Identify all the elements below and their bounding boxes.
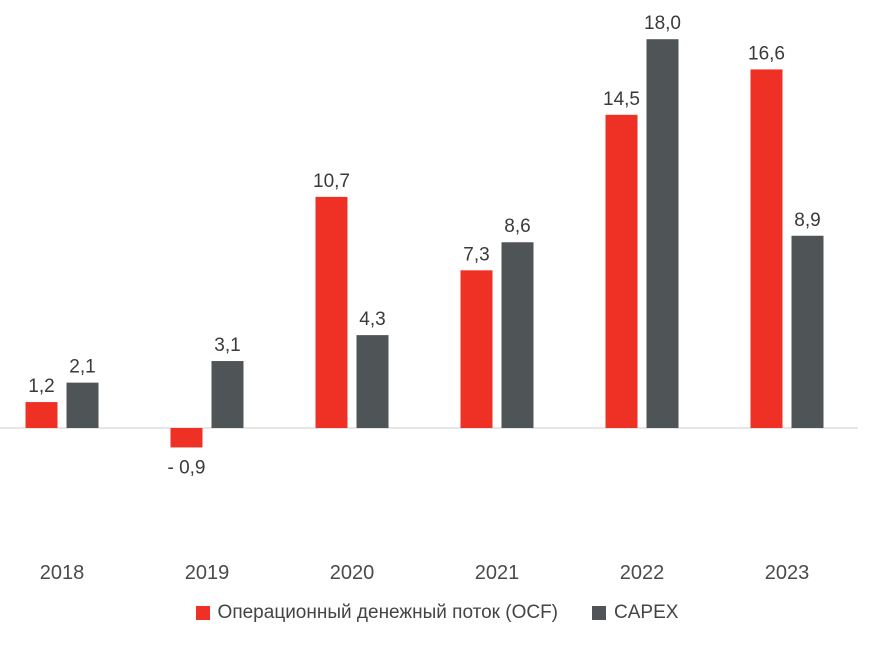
data-label-ocf-2018: 1,2 bbox=[28, 376, 54, 397]
data-label-capex-2019: 3,1 bbox=[214, 335, 240, 356]
legend-label-ocf: Операционный денежный поток (OCF) bbox=[217, 602, 559, 623]
data-label-ocf-2020: 10,7 bbox=[313, 171, 350, 192]
bar-capex-2018 bbox=[66, 382, 99, 428]
bar-ocf-2020 bbox=[315, 196, 348, 428]
bar-ocf-2021 bbox=[460, 270, 493, 428]
bar-capex-2020 bbox=[356, 335, 389, 428]
data-label-capex-2022: 18,0 bbox=[644, 13, 681, 34]
legend-swatch-ocf bbox=[195, 606, 210, 620]
legend-swatch-capex bbox=[592, 606, 607, 620]
x-tick-2023: 2023 bbox=[765, 562, 810, 584]
x-tick-2020: 2020 bbox=[330, 562, 375, 584]
data-label-capex-2021: 8,6 bbox=[504, 216, 530, 237]
bar-capex-2021 bbox=[501, 242, 534, 428]
data-label-capex-2018: 2,1 bbox=[69, 357, 95, 378]
data-label-capex-2020: 4,3 bbox=[359, 309, 385, 330]
bar-ocf-2023 bbox=[750, 69, 783, 428]
x-tick-2021: 2021 bbox=[475, 562, 520, 584]
data-label-ocf-2023: 16,6 bbox=[748, 43, 785, 64]
x-tick-2019: 2019 bbox=[185, 562, 230, 584]
bar-capex-2019 bbox=[211, 361, 244, 428]
x-tick-2018: 2018 bbox=[40, 562, 85, 584]
bar-capex-2022 bbox=[646, 39, 679, 428]
data-label-ocf-2021: 7,3 bbox=[463, 244, 489, 265]
bar-capex-2023 bbox=[791, 235, 824, 428]
data-label-ocf-2022: 14,5 bbox=[603, 89, 640, 110]
legend-label-capex: CAPEX bbox=[614, 602, 679, 623]
bar-ocf-2022 bbox=[605, 114, 638, 429]
bar-ocf-2019 bbox=[170, 428, 203, 448]
x-tick-2022: 2022 bbox=[620, 562, 665, 584]
legend-item-ocf: Операционный денежный поток (OCF) bbox=[195, 602, 559, 624]
legend-item-capex: CAPEX bbox=[592, 602, 678, 624]
bar-ocf-2018 bbox=[25, 402, 58, 428]
data-label-capex-2023: 8,9 bbox=[794, 210, 820, 231]
data-label-ocf-2019: - 0,9 bbox=[167, 457, 205, 478]
legend: Операционный денежный поток (OCF) CAPEX bbox=[0, 598, 874, 628]
